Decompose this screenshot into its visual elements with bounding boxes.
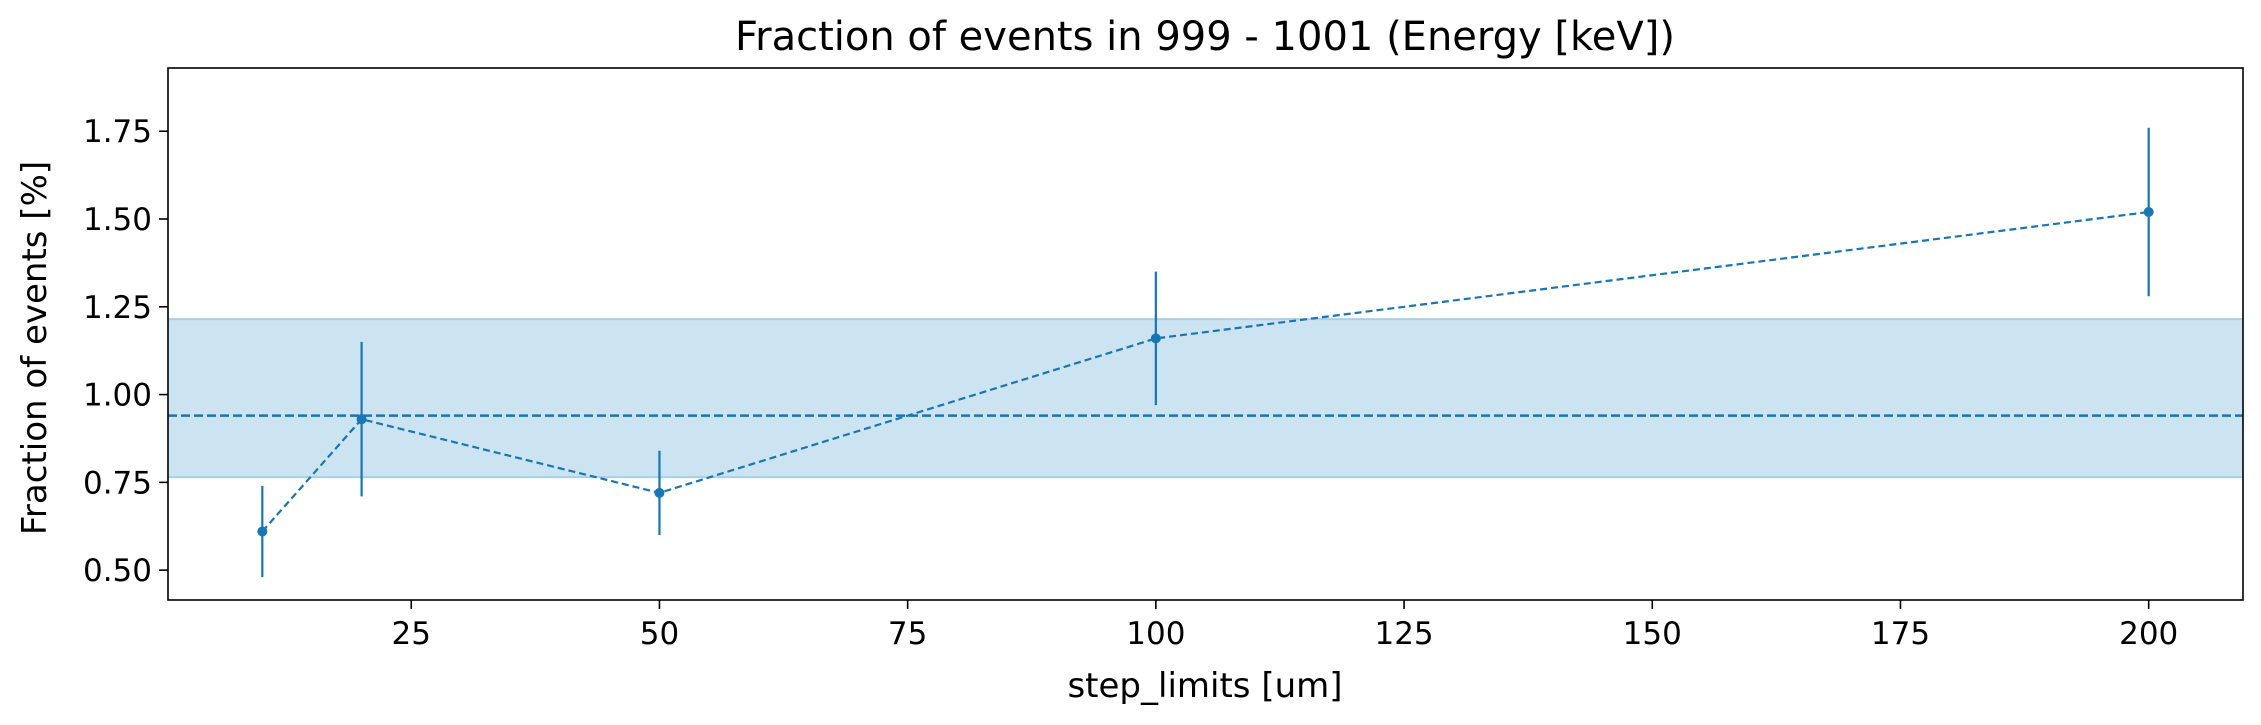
y-tick-label: 1.50	[83, 202, 152, 238]
y-ticks: 0.50 0.75 1.00 1.25 1.50 1.75	[83, 114, 168, 589]
x-tick-label: 175	[1871, 616, 1930, 652]
x-tick-label: 125	[1374, 616, 1433, 652]
data-point-layer	[257, 206, 2154, 537]
x-tick-label: 150	[1623, 616, 1682, 652]
x-tick-label: 25	[392, 616, 431, 652]
y-axis-label: Fraction of events [%]	[15, 161, 55, 535]
plot-frame	[167, 67, 2244, 601]
x-tick-label: 50	[640, 616, 679, 652]
y-tick-label: 0.50	[83, 553, 152, 589]
y-tick-label: 1.00	[83, 378, 152, 414]
x-ticks: 25 50 75 100 125 150 175 200	[392, 600, 2178, 652]
chart-title: Fraction of events in 999 - 1001 (Energy…	[735, 14, 1675, 60]
data-point	[654, 487, 665, 498]
data-point	[2143, 206, 2154, 217]
x-tick-label: 100	[1126, 616, 1185, 652]
x-tick-label: 200	[2119, 616, 2178, 652]
x-tick-label: 75	[888, 616, 927, 652]
x-axis-label: step_limits [um]	[1067, 666, 1342, 706]
uncertainty-band	[168, 319, 2243, 478]
uncertainty-band-layer	[168, 318, 2243, 479]
y-tick-label: 1.25	[83, 290, 152, 326]
data-point	[356, 414, 367, 425]
data-point	[1150, 333, 1161, 344]
y-tick-label: 1.75	[83, 114, 152, 150]
y-tick-label: 0.75	[83, 465, 152, 501]
data-point	[257, 526, 268, 537]
